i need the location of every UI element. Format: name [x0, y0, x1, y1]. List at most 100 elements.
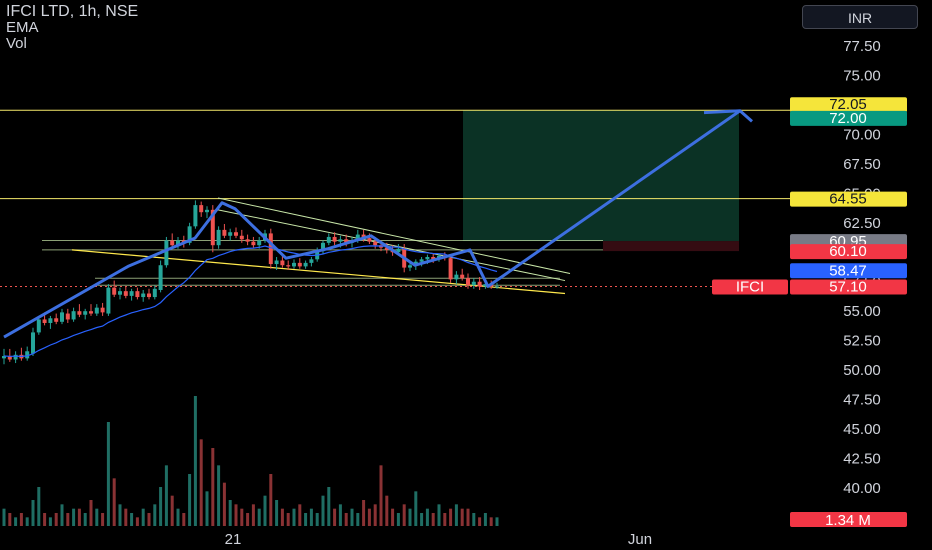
volume-bar-1: [8, 513, 12, 526]
volume-bar-37: [217, 465, 221, 526]
projection-arrowhead: [703, 109, 753, 123]
volume-bar-11: [66, 513, 70, 526]
price-tag-1: [790, 110, 907, 126]
volume-bar-53: [309, 508, 313, 526]
stop-zone: [603, 241, 739, 252]
volume-bar-31: [182, 513, 186, 526]
candle-body-62: [361, 234, 366, 239]
volume-bar-78: [454, 504, 458, 526]
candle-body-38: [222, 229, 227, 236]
ema-indicator-label[interactable]: EMA: [6, 19, 39, 36]
volume-bar-19: [112, 478, 116, 526]
y-tick-label-6: 62.50: [843, 215, 881, 232]
volume-bar-50: [292, 508, 296, 526]
volume-bar-83: [483, 513, 487, 526]
candle-body-42: [245, 239, 250, 242]
volume-bar-64: [373, 504, 377, 526]
y-tick-label-10: 52.50: [843, 333, 881, 350]
volume-bar-20: [118, 504, 122, 526]
symbol-tag-label: IFCI: [736, 278, 764, 295]
candle-body-17: [100, 307, 105, 313]
volume-bar-73: [425, 508, 429, 526]
candle-body-81: [471, 281, 476, 286]
ema-line: [3, 245, 498, 358]
candle-body-44: [257, 240, 262, 246]
volume-bar-32: [188, 474, 192, 526]
candle-body-59: [344, 239, 349, 243]
candle-body-68: [396, 248, 401, 253]
y-tick-label-1: 75.00: [843, 67, 881, 84]
volume-bar-56: [327, 487, 331, 526]
channel-upper-line: [217, 197, 571, 274]
candle-body-64: [373, 241, 378, 246]
volume-bar-0: [2, 508, 6, 526]
target-zone: [463, 110, 739, 242]
y-tick-label-4: 67.50: [843, 156, 881, 173]
volume-bar-46: [269, 474, 273, 526]
candle-body-2: [13, 354, 18, 360]
volume-bar-33: [193, 396, 197, 526]
price-tag-label-0: 72.05: [829, 96, 867, 113]
candle-body-26: [152, 288, 157, 298]
candle-body-1: [7, 355, 12, 360]
volume-bar-30: [176, 508, 180, 526]
candle-body-7: [42, 319, 47, 323]
volume-bar-63: [367, 508, 371, 526]
price-tag-0: [790, 97, 907, 113]
volume-bar-42: [246, 513, 250, 526]
candle-body-25: [147, 293, 151, 298]
candle-body-12: [71, 311, 76, 320]
volume-bar-36: [211, 448, 215, 526]
volume-bar-26: [153, 504, 157, 526]
vol-indicator-label[interactable]: Vol: [6, 35, 27, 52]
symbol-title[interactable]: IFCI LTD, 1h, NSE: [6, 3, 139, 20]
volume-bar-61: [356, 513, 360, 526]
volume-bar-71: [414, 491, 418, 526]
currency-button[interactable]: INR: [802, 5, 918, 29]
volume-bar-18: [106, 422, 110, 526]
candle-body-72: [419, 259, 424, 262]
volume-bar-22: [130, 513, 134, 526]
volume-bar-43: [251, 504, 255, 526]
price-tag-label-4: 60.10: [829, 243, 867, 260]
volume-bar-79: [460, 508, 464, 526]
volume-bar-35: [205, 491, 209, 526]
price-tag-6: [790, 279, 907, 295]
y-tick-label-9: 55.00: [843, 303, 881, 320]
candle-body-36: [210, 209, 215, 246]
candle-body-49: [286, 265, 291, 267]
candle-body-61: [355, 234, 360, 241]
price-tag-label-2: 64.55: [829, 191, 867, 208]
volume-bar-14: [83, 513, 87, 526]
volume-bar-69: [402, 504, 406, 526]
y-tick-label-14: 42.50: [843, 451, 881, 468]
volume-bar-15: [89, 500, 93, 526]
volume-bar-66: [385, 495, 389, 526]
candle-body-39: [228, 232, 233, 236]
candle-body-66: [384, 247, 389, 250]
x-tick-label-1: Jun: [628, 531, 652, 548]
candle-body-9: [54, 318, 59, 322]
candle-body-32: [187, 226, 192, 243]
y-tick-label-3: 70.00: [843, 126, 881, 143]
candle-body-15: [89, 311, 93, 314]
candle-body-55: [321, 242, 325, 252]
y-tick-label-13: 45.00: [843, 421, 881, 438]
volume-bar-24: [141, 508, 145, 526]
candle-body-23: [135, 291, 140, 298]
volume-bar-70: [408, 508, 412, 526]
candle-body-35: [205, 209, 209, 213]
projection-path: [3, 109, 741, 339]
price-tag-label-5: 58.47: [829, 262, 867, 279]
symbol-tag: [712, 279, 788, 295]
candle-body-18: [106, 287, 111, 314]
candle-body-5: [31, 332, 35, 354]
volume-bar-68: [396, 513, 400, 526]
volume-bar-54: [315, 513, 319, 526]
x-tick-label-0: 21: [225, 531, 242, 548]
price-tag-4: [790, 244, 907, 260]
candle-body-80: [466, 278, 470, 286]
volume-bar-23: [135, 517, 139, 526]
candle-body-70: [408, 265, 412, 268]
